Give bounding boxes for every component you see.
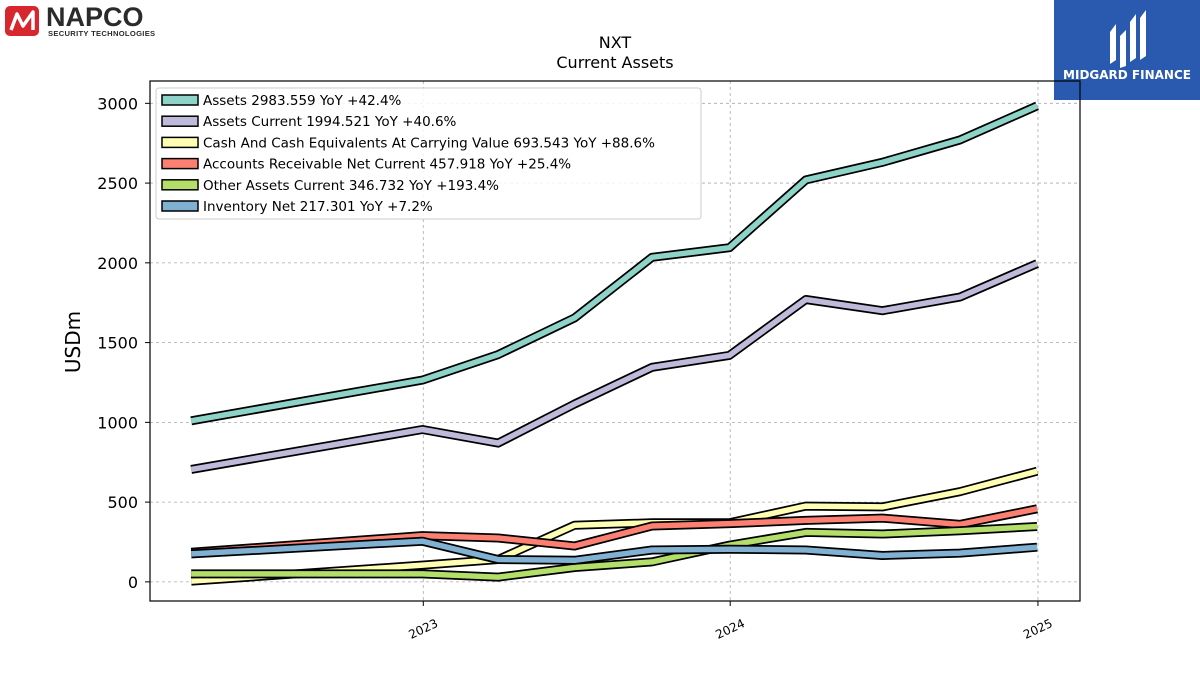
napco-tagline: SECURITY TECHNOLOGIES [48,29,155,38]
legend-entry: Assets 2983.559 YoY +42.4% [203,93,402,109]
y-tick-label: 1000 [97,413,138,432]
series-lines [190,101,1039,586]
y-tick-label: 2000 [97,254,138,273]
y-tick-label: 2500 [97,174,138,193]
legend-entry: Assets Current 1994.521 YoY +40.6% [203,114,457,130]
x-tick-label: 2023 [406,616,440,642]
x-tick-label: 2024 [713,616,747,642]
y-tick-label: 1500 [97,334,138,353]
legend-swatch [161,157,199,170]
legend-box [155,87,702,220]
napco-logo-glyph [9,10,35,31]
chart-subtitle: Current Assets [556,53,673,72]
series-line-assets [190,103,1039,424]
legend-swatch [161,179,199,191]
napco-wordmark: NAPCO [46,4,144,32]
napco-logo: NAPCO SECURITY TECHNOLOGIES [5,4,155,38]
legend-entry: Accounts Receivable Net Current 457.918 … [203,157,571,173]
legend-swatch [161,94,199,106]
series-outline-assets-current [190,259,1039,474]
legend-swatch [161,200,199,212]
legend-entry: Cash And Cash Equivalents At Carrying Va… [203,135,655,151]
y-axis-label: USDm [61,311,85,373]
legend: Assets 2983.559 YoY +42.4% Assets Current… [155,87,702,220]
midgard-wordmark: MIDGARD FINANCE [1063,68,1191,82]
legend-swatch [161,115,199,127]
midgard-logo-mark [1110,10,1146,68]
chart-title: NXT [599,33,632,52]
legend-entry: Other Assets Current 346.732 YoY +193.4% [203,178,499,194]
legend-swatch [161,136,199,149]
x-tick-label: 2025 [1021,616,1055,642]
series-line-accounts-receivable-net-current [191,506,1038,556]
y-tick-label: 500 [107,493,138,512]
legend-entry: Inventory Net 217.301 YoY +7.2% [203,199,433,215]
midgard-logo: MIDGARD FINANCE [1054,0,1200,100]
series-line-assets-current [190,261,1039,473]
plot-frame [149,80,1081,602]
series-line-inventory-net [191,538,1038,564]
y-tick-label: 3000 [97,94,138,113]
y-tick-label: 0 [128,573,138,592]
